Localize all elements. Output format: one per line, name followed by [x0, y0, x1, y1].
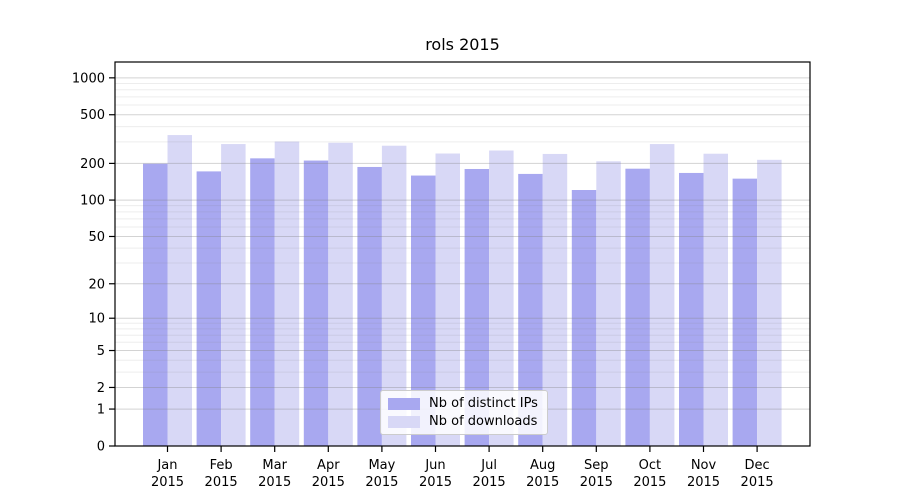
legend: Nb of distinct IPs Nb of downloads — [380, 390, 548, 435]
x-tick-label-year: 2015 — [151, 475, 184, 490]
x-tick-label-year: 2015 — [633, 475, 666, 490]
legend-label-downloads: Nb of downloads — [429, 414, 538, 429]
legend-swatch-distinct-ips — [388, 397, 420, 410]
y-tick-label: 200 — [80, 157, 105, 172]
bar-distinct-ips-mar — [250, 158, 275, 446]
x-tick-label-year: 2015 — [526, 475, 559, 490]
bar-distinct-ips-may — [357, 166, 382, 447]
legend-label-distinct-ips: Nb of distinct IPs — [429, 396, 538, 411]
x-tick-label-month: Nov — [691, 458, 717, 473]
bar-distinct-ips-apr — [303, 160, 329, 446]
legend-item-downloads: Nb of downloads — [388, 414, 538, 429]
x-tick-label-year: 2015 — [205, 475, 238, 490]
x-tick-label-month: Oct — [639, 458, 661, 473]
x-tick-label-month: Jan — [156, 458, 177, 473]
y-tick-label: 1000 — [72, 71, 105, 86]
y-tick-label: 2 — [97, 381, 105, 396]
y-tick-label: 20 — [88, 277, 105, 292]
x-tick-label-month: Feb — [210, 458, 233, 473]
x-tick-label-year: 2015 — [365, 475, 398, 490]
bar-downloads-sep — [596, 161, 621, 446]
bar-distinct-ips-dec — [732, 178, 758, 446]
x-tick-label-year: 2015 — [312, 475, 345, 490]
x-tick-label-year: 2015 — [580, 475, 613, 490]
bar-downloads-feb — [221, 144, 246, 446]
x-tick-label-year: 2015 — [258, 475, 291, 490]
bar-downloads-mar — [274, 141, 300, 447]
chart-title: rols 2015 — [425, 35, 500, 54]
x-tick-label-year: 2015 — [473, 475, 506, 490]
y-tick-label: 1 — [97, 403, 105, 418]
x-tick-label-year: 2015 — [687, 475, 720, 490]
bar-downloads-nov — [703, 153, 728, 446]
y-tick-label: 0 — [97, 440, 105, 455]
bar-downloads-apr — [328, 142, 353, 446]
bar-downloads-oct — [649, 144, 675, 446]
x-tick-label-month: Apr — [317, 458, 340, 473]
x-tick-label-month: Jun — [424, 458, 445, 473]
plot-border — [114, 61, 811, 447]
y-tick-label: 5 — [97, 344, 105, 359]
x-tick-label-month: Dec — [745, 458, 770, 473]
bar-downloads-dec — [757, 159, 782, 446]
bar-downloads-jan — [167, 135, 192, 446]
y-tick-label: 100 — [80, 194, 105, 209]
legend-swatch-downloads — [388, 415, 420, 428]
x-tick-label-month: Mar — [262, 458, 287, 473]
y-tick-label: 500 — [80, 108, 105, 123]
x-tick-label-month: Jul — [480, 458, 497, 473]
bar-distinct-ips-jan — [143, 163, 168, 446]
x-tick-label-month: May — [368, 458, 395, 473]
y-tick-label: 10 — [88, 312, 105, 327]
legend-item-distinct-ips: Nb of distinct IPs — [388, 396, 538, 411]
bar-distinct-ips-feb — [196, 171, 222, 447]
x-tick-label-month: Sep — [584, 458, 609, 473]
bar-distinct-ips-sep — [571, 190, 597, 446]
y-tick-label: 50 — [88, 230, 105, 245]
x-tick-label-year: 2015 — [419, 475, 452, 490]
x-tick-label-month: Aug — [530, 458, 555, 473]
bar-distinct-ips-nov — [679, 172, 704, 447]
x-tick-label-year: 2015 — [741, 475, 774, 490]
bar-distinct-ips-oct — [625, 168, 650, 446]
